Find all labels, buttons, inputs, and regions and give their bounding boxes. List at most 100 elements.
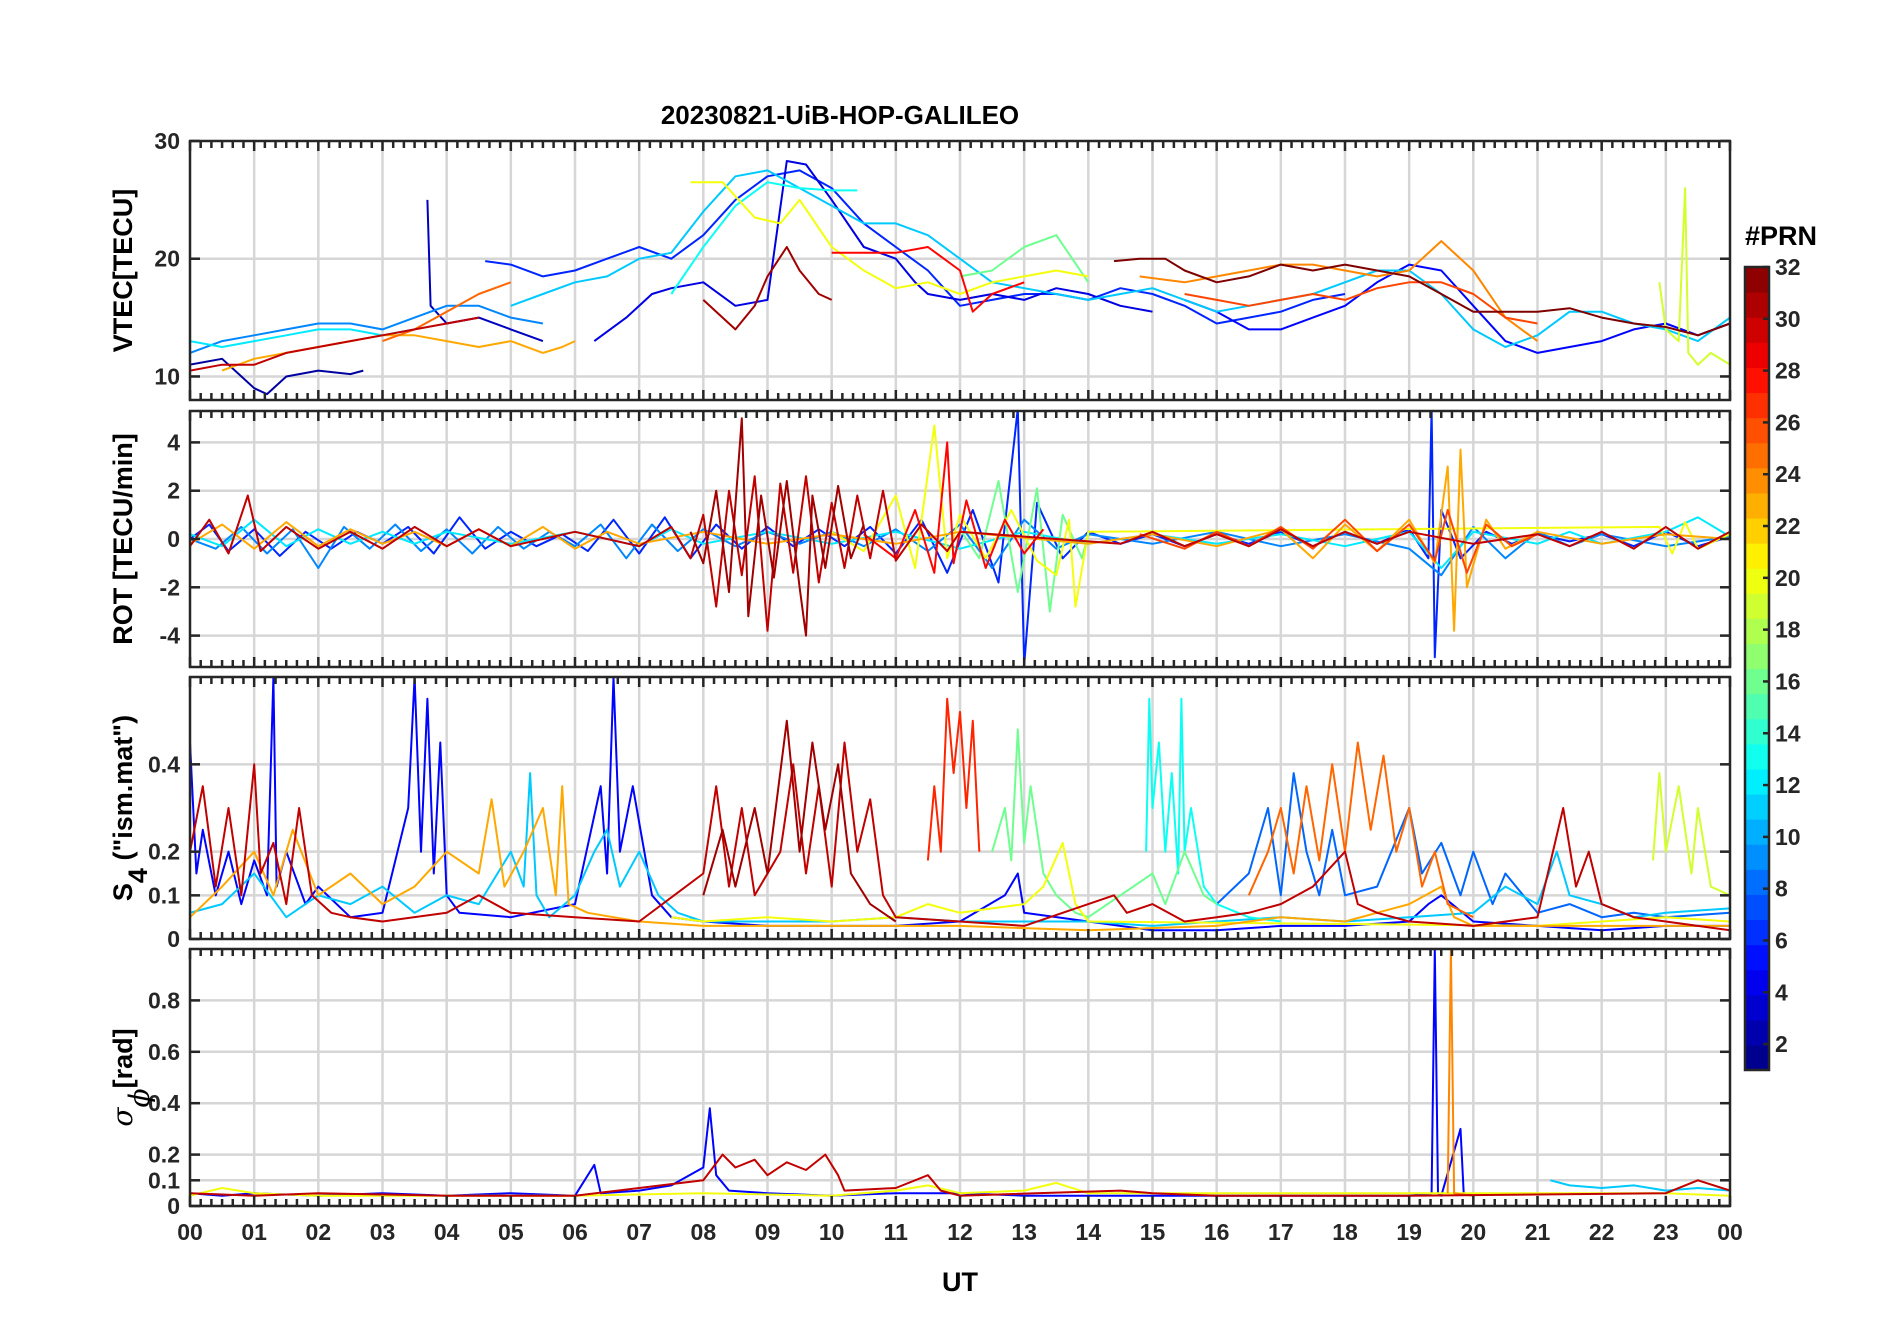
series-prn-11	[1550, 1179, 1730, 1192]
series-prn-16	[991, 728, 1218, 919]
colorbar-segment	[1745, 969, 1769, 996]
colorbar-tick-label: 4	[1775, 979, 1788, 1005]
colorbar-segment	[1745, 543, 1769, 569]
series-prn-20	[831, 424, 1730, 608]
x-tick-label: 00	[1717, 1219, 1743, 1245]
y-tick-label: -2	[160, 574, 180, 600]
colorbar-tick-label: 28	[1775, 358, 1801, 384]
y-tick-label: 0.1	[148, 882, 180, 908]
x-tick-label: 23	[1653, 1219, 1679, 1245]
series-prn-9	[190, 304, 544, 354]
y-tick-label: 20	[154, 246, 180, 272]
x-tick-label: 17	[1268, 1219, 1294, 1245]
series-prn-23	[190, 785, 1730, 932]
panel-rot: -4 -2 0 2 4 ROT [TECU/min]	[108, 409, 1732, 669]
colorbar-segment	[1745, 994, 1769, 1021]
y-axis-label: ROT [TECU/min]	[108, 433, 138, 644]
x-tick-label: 22	[1589, 1219, 1615, 1245]
colorbar-tick-label: 8	[1775, 876, 1788, 902]
colorbar-tick-label: 32	[1775, 254, 1801, 280]
series-prn-20	[671, 841, 1730, 927]
series-prn-12	[190, 516, 1730, 569]
colorbar-tick-label: 22	[1775, 513, 1801, 539]
series-prn-16	[959, 480, 1090, 613]
series-prn-5	[190, 677, 1730, 932]
colorbar-tick-label: 18	[1775, 617, 1801, 643]
series-prn-30	[190, 316, 479, 372]
colorbar-segment	[1745, 944, 1769, 971]
series-prn-31	[702, 246, 833, 331]
colorbar-segment	[1745, 743, 1769, 770]
colorbar-segment	[1745, 467, 1769, 494]
series-prn-6	[190, 411, 1730, 666]
series-prn-30	[190, 741, 1730, 932]
series-group	[190, 160, 1730, 396]
grid	[190, 141, 1730, 400]
colorbar-segment	[1745, 267, 1769, 293]
x-axis-label: UT	[942, 1267, 978, 1297]
colorbar-segment	[1745, 517, 1769, 544]
x-tick-label: 15	[1140, 1219, 1166, 1245]
x-tick-marks	[188, 411, 1732, 667]
colorbar-tick-label: 16	[1775, 668, 1801, 694]
series-prn-25	[382, 281, 512, 343]
x-tick-label: 20	[1461, 1219, 1487, 1245]
x-tick-marks	[188, 141, 1732, 400]
colorbar-segment	[1745, 593, 1769, 619]
y-tick-label: 0	[167, 926, 180, 952]
y-tick-label: -4	[160, 623, 181, 649]
x-tick-label: 05	[498, 1219, 524, 1245]
y-tick-label: 0.8	[148, 987, 180, 1013]
series-prn-31	[689, 417, 865, 637]
y-axis-label: VTEC[TECU]	[108, 189, 138, 353]
x-tick-label: 11	[884, 1219, 909, 1245]
panel-sigma: 00.10.2 0.4 0.6 0.8 σϕ[rad]	[106, 947, 1732, 1219]
series-prn-8	[1216, 772, 1730, 919]
y-tick-label: 0	[167, 1193, 180, 1219]
y-tick-label: 0.2	[148, 839, 180, 865]
x-tick-label: 16	[1204, 1219, 1230, 1245]
colorbar-segment	[1745, 292, 1769, 318]
series-prn-13	[1145, 697, 1281, 923]
colorbar-segment	[1745, 643, 1769, 670]
colorbar-segment	[1745, 342, 1769, 368]
x-tick-label: 04	[434, 1219, 460, 1245]
colorbar-tick-label: 26	[1775, 409, 1801, 435]
series-prn-32	[1113, 257, 1730, 337]
panel-vtec: 10 20 30 VTEC[TECU]	[108, 128, 1732, 402]
colorbar-segment	[1745, 1019, 1769, 1046]
series-prn-30	[190, 1153, 1730, 1197]
colorbar-segment	[1745, 442, 1769, 469]
x-tick-marks	[188, 949, 1732, 1206]
colorbar-segment	[1745, 392, 1769, 419]
colorbar-segment	[1745, 869, 1769, 895]
colorbar-tick-label: 10	[1775, 824, 1801, 850]
series-prn-26	[1184, 281, 1538, 325]
series-group	[190, 949, 1730, 1197]
x-tick-label: 21	[1525, 1219, 1551, 1245]
y-axis-label: σϕ[rad]	[106, 1028, 156, 1126]
series-prn-31	[702, 719, 897, 923]
colorbar-segment	[1745, 718, 1769, 745]
colorbar-title: #PRN	[1745, 221, 1817, 251]
y-tick-label: 0.4	[148, 751, 180, 777]
x-axis: 00 01 02 03 04 05 06 07 08 09 10 11 12 13 14 15 16 17 18 19…	[177, 1219, 1743, 1245]
x-tick-label: 08	[691, 1219, 717, 1245]
colorbar-segment	[1745, 894, 1769, 921]
y-tick-label: 2	[167, 478, 180, 504]
colorbar-frame	[1743, 265, 1771, 1072]
series-prn-12	[190, 328, 415, 348]
x-tick-label: 00	[177, 1219, 203, 1245]
chart-title: 20230821-UiB-HOP-GALILEO	[661, 100, 1019, 130]
series-prn-19	[1658, 187, 1730, 366]
x-tick-label: 18	[1332, 1219, 1358, 1245]
series-prn-16	[959, 234, 1090, 283]
grid	[190, 949, 1730, 1206]
y-tick-label: 10	[154, 363, 180, 389]
x-tick-label: 19	[1396, 1219, 1422, 1245]
series-prn-28	[863, 441, 1045, 574]
colorbar-segment	[1745, 1044, 1769, 1071]
x-tick-label: 10	[819, 1219, 845, 1245]
